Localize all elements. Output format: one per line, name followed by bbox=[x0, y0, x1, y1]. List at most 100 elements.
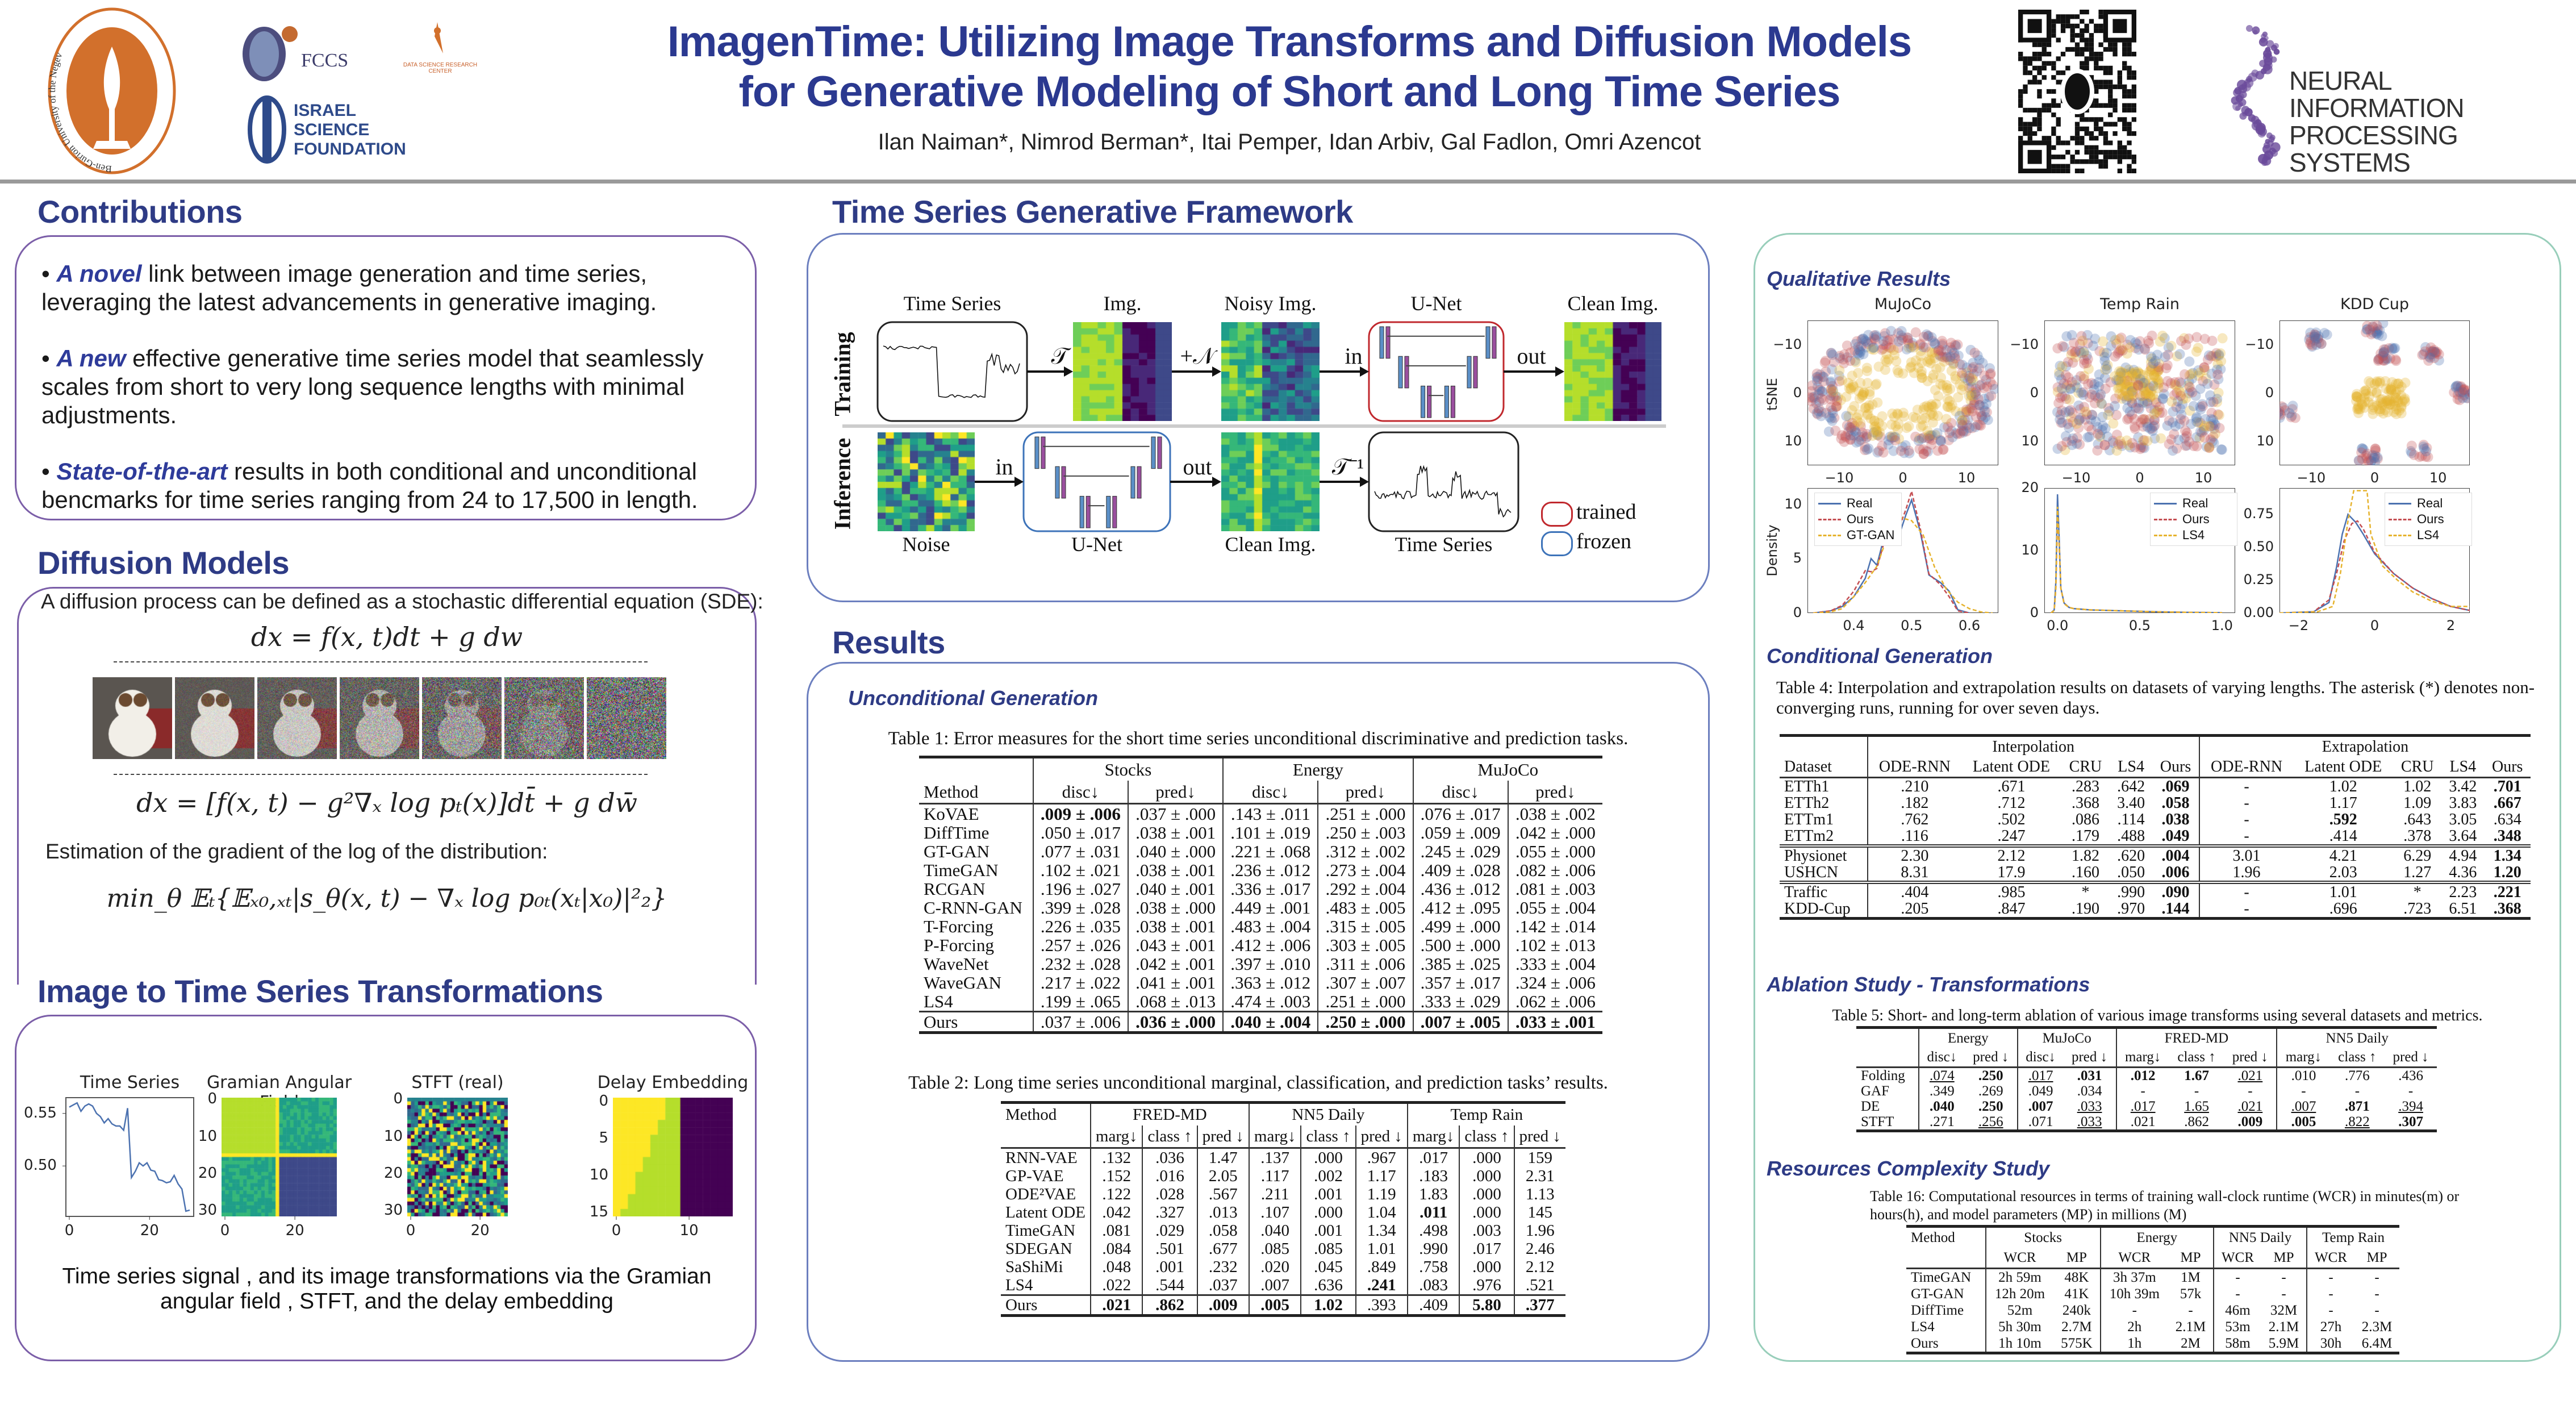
row-label: USHCN bbox=[1784, 864, 1838, 881]
density-plot bbox=[2044, 488, 2235, 613]
tsne-point bbox=[2148, 421, 2159, 432]
table-cell: - bbox=[2408, 1083, 2414, 1099]
table-cell: .250 ± .003 bbox=[1317, 823, 1413, 842]
table-cell: .037 ± .006 bbox=[1032, 1011, 1128, 1034]
row-label: TimeGAN bbox=[1906, 1268, 1986, 1286]
table-row: LS4.022.544.037.007.636.241.083.976.521 bbox=[1001, 1276, 1565, 1295]
tsne-point bbox=[1915, 340, 1926, 351]
tsne-point bbox=[1903, 445, 1914, 456]
tsne-point bbox=[2100, 364, 2111, 375]
tsne-point bbox=[2152, 374, 2162, 385]
framework-top-label: Img. bbox=[1103, 292, 1142, 315]
tsne-point bbox=[2094, 369, 2105, 380]
tsne-point bbox=[2064, 422, 2074, 433]
table-row: Latent ODE .042.327.013.107.000 1.04.011.0… bbox=[1001, 1203, 1565, 1222]
legend-label: Ours bbox=[2417, 512, 2444, 526]
tsne-point bbox=[2418, 441, 2429, 452]
tsne-point bbox=[2351, 395, 2362, 406]
tsne-point bbox=[1918, 405, 1929, 415]
tsne-point bbox=[1930, 430, 1941, 440]
tsne-point bbox=[1848, 430, 1859, 441]
table-cell: .000 bbox=[1459, 1185, 1514, 1203]
row-label: Ours bbox=[919, 1011, 1033, 1034]
tsne-point bbox=[2457, 387, 2468, 398]
tsne-point bbox=[1935, 362, 1945, 373]
tsne-point bbox=[1924, 433, 1935, 444]
table-cell: 1.01 bbox=[2293, 881, 2394, 901]
tsne-point bbox=[2113, 439, 2124, 450]
table-cell: .071 bbox=[2016, 1114, 2064, 1132]
title-line-2: for Generative Modeling of Short and Lon… bbox=[738, 68, 1841, 116]
tsne-point bbox=[2139, 414, 2150, 425]
tsne-point bbox=[2110, 393, 2121, 404]
tsne-point bbox=[2130, 374, 2141, 385]
tsne-point bbox=[2146, 365, 2157, 376]
tsne-point bbox=[2187, 368, 2198, 378]
density-axis-label: Density bbox=[1764, 524, 1780, 577]
legend-entry: Ours bbox=[2389, 511, 2468, 527]
tsne-point bbox=[2113, 374, 2124, 385]
tsne-point bbox=[1875, 431, 1886, 442]
tsne-point bbox=[2138, 378, 2149, 389]
table2: Method FRED-MD NN5 Daily Temp Rain marg↓ clas… bbox=[1001, 1101, 1565, 1317]
framework-bottom-label: Time Series bbox=[1395, 533, 1493, 556]
tsne-point bbox=[1847, 370, 1857, 381]
row-label: C-RNN-GAN bbox=[924, 898, 1022, 918]
tsne-point bbox=[2137, 390, 2148, 401]
transformations-box bbox=[15, 1015, 757, 1361]
tsne-point bbox=[2194, 432, 2205, 443]
tsne-point bbox=[2188, 401, 2199, 411]
tsne-point bbox=[2142, 436, 2153, 447]
tsne-point bbox=[1863, 408, 1873, 419]
tsne-point bbox=[2111, 410, 2122, 420]
tsne-point bbox=[1935, 435, 1945, 445]
tsne-point bbox=[2054, 370, 2065, 381]
tsne-point bbox=[2418, 439, 2429, 450]
tsne-point bbox=[2072, 432, 2083, 443]
table-cell: .967 bbox=[1355, 1147, 1408, 1167]
tsne-point bbox=[2125, 335, 2136, 345]
time-series-box bbox=[1368, 431, 1519, 532]
tsne-point bbox=[2068, 337, 2079, 348]
table-cell: 4.94 bbox=[2441, 844, 2485, 864]
table-cell: .045 bbox=[1300, 1258, 1356, 1276]
column-header: marg↓ bbox=[1248, 1125, 1301, 1148]
tsne-point bbox=[2131, 369, 2142, 380]
github-qr-code-icon[interactable] bbox=[2018, 10, 2136, 173]
tsne-point bbox=[2203, 442, 2214, 453]
tsne-point bbox=[2060, 391, 2070, 402]
table-row: TimeGAN .081.029.058.040.001 1.34.498.003 1… bbox=[1001, 1222, 1565, 1240]
tsne-point bbox=[2142, 396, 2153, 407]
tsne-point bbox=[2150, 372, 2161, 383]
column-header: pred↓ bbox=[1507, 781, 1602, 804]
table-cell: 1.13 bbox=[1513, 1185, 1565, 1203]
tsne-point bbox=[2429, 345, 2440, 356]
table-cell: .001 bbox=[1300, 1185, 1356, 1203]
tsne-point bbox=[2181, 440, 2192, 451]
tsne-point bbox=[2128, 390, 2139, 401]
tsne-point bbox=[2071, 375, 2082, 386]
table-row: WaveGAN .217 ± .022.041 ± .001.363 ± .012… bbox=[919, 973, 1602, 992]
tsne-point bbox=[2191, 332, 2202, 343]
tsne-point bbox=[2374, 325, 2385, 336]
tsne-point bbox=[2429, 347, 2440, 357]
tsne-point bbox=[2191, 441, 2202, 452]
tsne-point bbox=[2468, 387, 2470, 396]
table-cell: .033 bbox=[2077, 1099, 2102, 1114]
arrow-label: +𝒩 bbox=[1180, 343, 1215, 369]
tsne-point bbox=[2097, 411, 2108, 422]
tsne-point bbox=[2373, 356, 2383, 366]
tsne-point bbox=[1978, 414, 1989, 425]
tsne-point bbox=[1926, 430, 1936, 441]
tsne-point bbox=[1967, 391, 1977, 402]
y-tick-label: 0.50 bbox=[24, 1157, 57, 1174]
tsne-point bbox=[1899, 448, 1910, 458]
table-row: LS4 5h 30m 2.7M 2h 2.1M 53m 2.1M 27h 2.3M bbox=[1906, 1319, 2399, 1335]
tsne-point bbox=[1979, 393, 1990, 404]
tsne-point bbox=[1945, 342, 1956, 353]
tsne-point bbox=[2399, 394, 2410, 405]
tsne-point bbox=[2095, 389, 2106, 400]
table-cell: 240k bbox=[2062, 1303, 2091, 1318]
table-cell: .144 bbox=[2152, 901, 2199, 920]
tsne-point bbox=[2172, 351, 2182, 362]
